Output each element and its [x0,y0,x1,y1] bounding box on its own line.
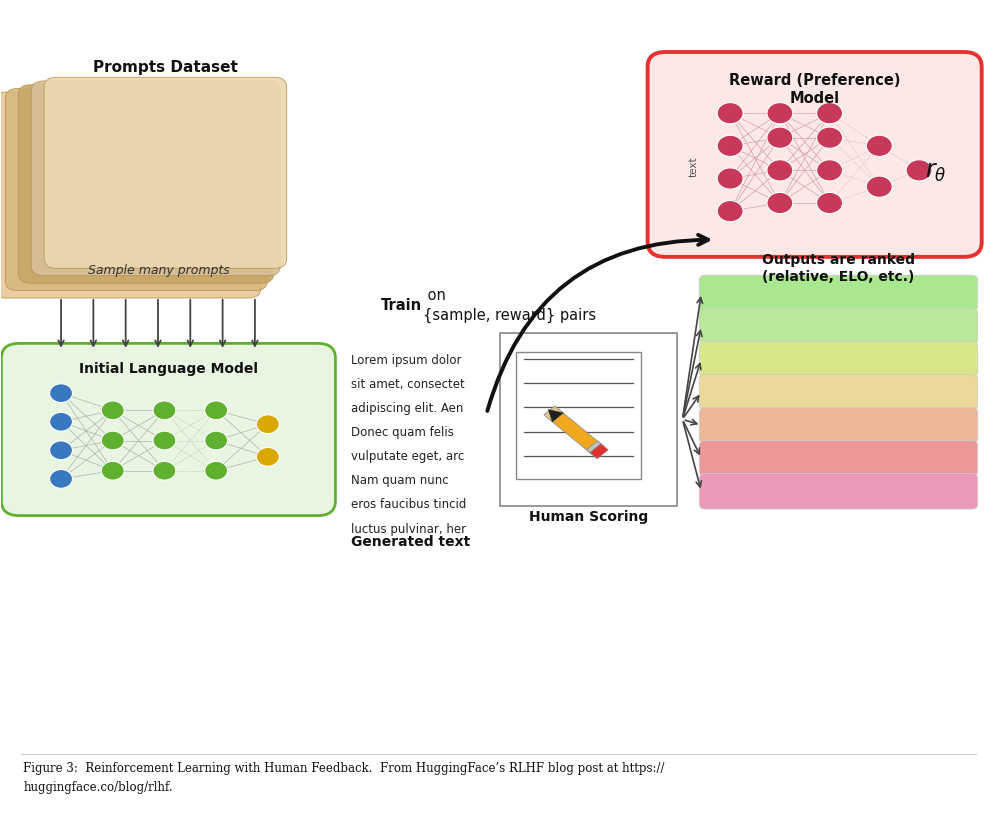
Circle shape [717,201,743,222]
Text: Figure 3:  Reinforcement Learning with Human Feedback.  From HuggingFace’s RLHF : Figure 3: Reinforcement Learning with Hu… [23,762,665,794]
FancyBboxPatch shape [5,88,267,291]
FancyBboxPatch shape [699,473,978,509]
Text: Lorem ipsum dolor: Lorem ipsum dolor [351,354,462,367]
FancyBboxPatch shape [31,81,280,276]
Circle shape [50,412,73,431]
Circle shape [102,431,125,450]
FancyBboxPatch shape [44,77,287,269]
Text: sit amet, consectet: sit amet, consectet [351,378,466,391]
Text: Train: Train [381,297,423,313]
Text: luctus pulvinar, her: luctus pulvinar, her [351,523,467,536]
FancyBboxPatch shape [0,93,261,298]
Text: Outputs are ranked
(relative, ELO, etc.): Outputs are ranked (relative, ELO, etc.) [762,253,915,283]
Text: Donec quam felis: Donec quam felis [351,426,455,439]
Text: Nam quam nunc: Nam quam nunc [351,474,449,487]
Text: Initial Language Model: Initial Language Model [79,362,258,376]
Polygon shape [548,410,563,422]
FancyBboxPatch shape [699,275,978,310]
Circle shape [102,461,125,480]
Text: vulputate eget, arc: vulputate eget, arc [351,450,465,464]
FancyBboxPatch shape [699,342,978,377]
Circle shape [717,168,743,189]
Circle shape [767,192,793,214]
Polygon shape [544,406,563,422]
Text: Generated text: Generated text [351,535,471,550]
FancyBboxPatch shape [699,374,978,410]
Circle shape [256,447,279,466]
Text: Sample many prompts: Sample many prompts [88,265,229,278]
Circle shape [817,102,842,124]
Circle shape [153,431,175,450]
Text: adipiscing elit. Aen: adipiscing elit. Aen [351,402,464,415]
Circle shape [906,160,932,181]
FancyBboxPatch shape [516,352,641,479]
Circle shape [817,192,842,214]
Circle shape [817,160,842,181]
Text: text: text [688,156,698,177]
Polygon shape [589,443,608,459]
Circle shape [866,176,892,197]
Circle shape [50,469,73,488]
FancyBboxPatch shape [18,84,274,283]
Circle shape [50,441,73,459]
FancyBboxPatch shape [648,52,982,257]
Text: eros faucibus tincid: eros faucibus tincid [351,499,467,512]
Text: Human Scoring: Human Scoring [529,510,649,524]
FancyBboxPatch shape [500,333,677,506]
FancyBboxPatch shape [699,441,978,476]
FancyBboxPatch shape [1,343,335,516]
Circle shape [767,102,793,124]
Polygon shape [586,441,601,453]
Circle shape [102,401,125,419]
Circle shape [767,127,793,148]
Circle shape [717,135,743,156]
Circle shape [153,461,175,480]
Circle shape [767,160,793,181]
FancyBboxPatch shape [699,408,978,443]
Text: Prompts Dataset: Prompts Dataset [93,60,238,75]
Circle shape [717,102,743,124]
Circle shape [817,127,842,148]
Text: $r_\theta$: $r_\theta$ [925,161,947,184]
Polygon shape [547,410,604,455]
Circle shape [866,135,892,156]
Circle shape [204,401,227,419]
FancyBboxPatch shape [699,308,978,344]
Text: Reward (Preference)
Model: Reward (Preference) Model [729,73,900,106]
Circle shape [153,401,175,419]
Circle shape [204,461,227,480]
Circle shape [256,414,279,433]
Circle shape [204,431,227,450]
Text: on
{sample, reward} pairs: on {sample, reward} pairs [423,287,596,323]
Circle shape [50,384,73,403]
